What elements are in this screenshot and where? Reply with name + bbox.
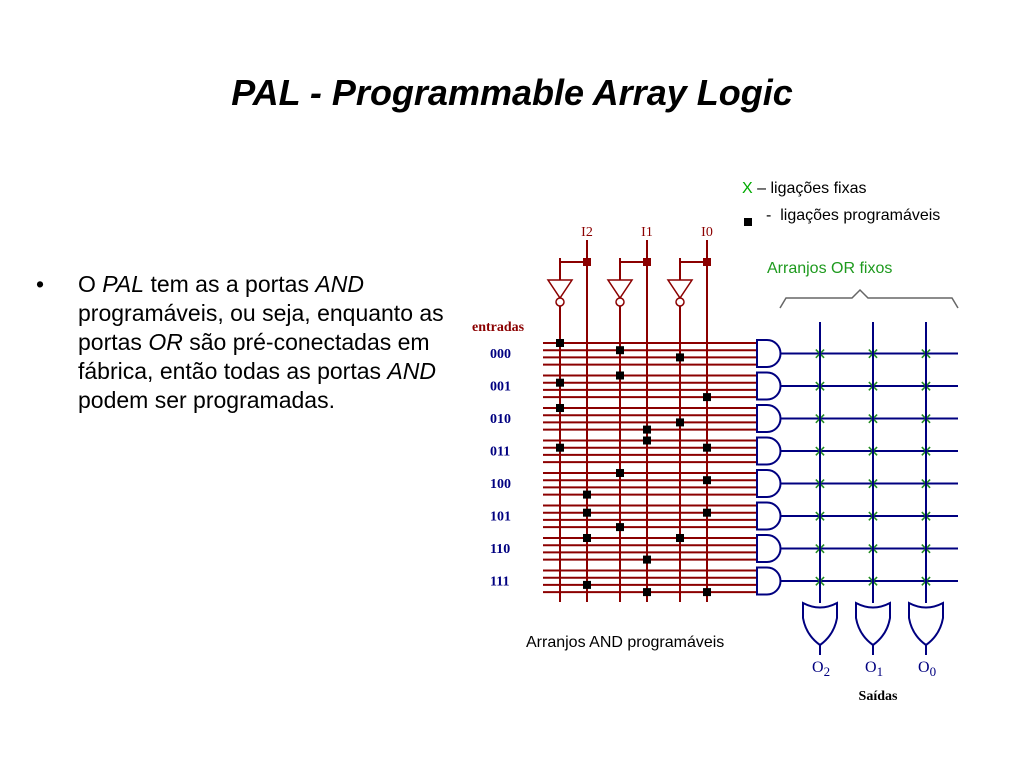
legend-prog-text: ligações programáveis [780,207,941,224]
x-symbol: X [742,180,753,197]
and-gate [756,566,782,596]
saidas-label: Saídas [859,689,898,704]
programmable-link [556,443,564,452]
programmable-link [703,476,711,485]
programmable-link [643,436,651,445]
programmable-link [703,393,711,402]
programmable-link [616,371,624,380]
row-label: 000 [490,347,511,362]
row-label: 101 [490,510,511,525]
programmable-link [643,588,651,597]
programmable-link [583,490,591,499]
bullet-part: programáveis, ou seja, enquanto as porta… [78,300,444,355]
legend-fixed-links: X – ligações fixas [742,180,867,198]
square-icon [744,218,752,226]
programmable-link [616,469,624,477]
and-gate [756,436,782,466]
bullet-marker: • [36,271,45,297]
bullet-part: OR [148,329,183,355]
programmable-link [583,580,591,589]
programmable-link [703,588,711,597]
and-gate [756,469,782,498]
and-arrays-label: Arranjos AND programáveis [526,634,725,651]
programmable-link [703,443,711,452]
or-gate [908,601,944,647]
or-gate [855,601,891,647]
programmable-link [583,508,591,517]
programmable-link [643,555,651,564]
inverter-gate [546,279,574,300]
or-gate [802,601,838,647]
and-gate [756,339,782,368]
inverter-bubble [675,297,685,307]
legend-programmable-links: - ligações programáveis [744,207,940,226]
output-label-2: O0 [918,659,936,679]
output-label-base: O [865,659,877,676]
input-label-I0: I0 [701,225,713,240]
row-label: 111 [490,575,509,590]
row-label: 011 [490,445,510,460]
bullet-text: O PAL tem as a portas AND programáveis, … [78,270,466,415]
input-label-I1: I1 [641,225,653,240]
row-label: 100 [490,477,511,492]
programmable-link [556,339,564,347]
inverter-gate [666,279,694,300]
and-gate [756,404,782,433]
output-label-subscript: 2 [824,664,831,679]
programmable-link [676,534,684,542]
programmable-link [556,404,564,412]
programmable-link [643,425,651,434]
legend-dash: - [766,207,772,224]
output-label-subscript: 0 [930,664,937,679]
programmable-link [616,523,624,532]
legend-fixed-text: – ligações fixas [752,180,867,197]
or-brace [779,288,959,309]
programmable-link [676,353,684,362]
bullet-part: PAL [102,271,145,297]
bullet-part: AND [387,358,436,384]
programmable-link [583,534,591,542]
row-label: 001 [490,380,511,395]
bullet-part: podem ser programadas. [78,387,335,413]
and-gate [756,501,782,531]
bullet-part: AND [315,271,364,297]
output-label-base: O [918,659,930,676]
row-label: 110 [490,542,510,557]
bullet-part: tem as a portas [144,271,316,297]
slide-title: PAL - Programmable Array Logic [231,72,793,113]
bullet-paragraph: • O PAL tem as a portas AND programáveis… [36,270,466,415]
programmable-link [703,508,711,517]
inverter-bubble [555,297,565,307]
or-arrays-label: Arranjos OR fixos [767,260,893,277]
inverter-bubble [615,297,625,307]
and-gate [756,371,782,401]
output-label-1: O1 [865,659,883,679]
bullet-part: são pré-conectadas em fábrica, então tod… [78,329,430,384]
programmable-link [676,418,684,427]
output-label-subscript: 1 [877,664,884,679]
inverter-gate [606,279,634,300]
entradas-label: entradas [472,320,525,335]
output-label-base: O [812,659,824,676]
output-label-0: O2 [812,659,830,679]
row-label: 010 [490,412,511,427]
bullet-part: O [78,271,103,297]
programmable-link [616,346,624,355]
programmable-link [556,378,564,387]
and-gate [756,534,782,563]
input-label-I2: I2 [581,225,593,240]
